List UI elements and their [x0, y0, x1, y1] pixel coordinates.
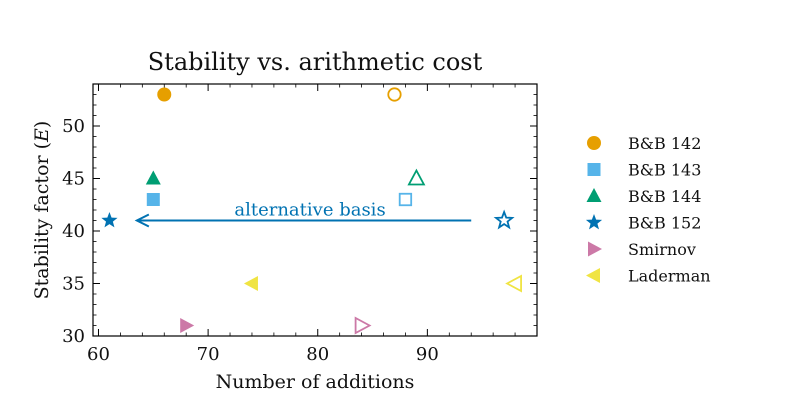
data-point — [157, 87, 172, 102]
data-point — [493, 209, 515, 230]
x-tick-label: 80 — [306, 344, 329, 365]
x-tick-label: 70 — [197, 344, 220, 365]
data-point — [398, 192, 413, 207]
legend-marker — [587, 136, 601, 150]
annotation-arrow-head — [134, 213, 150, 228]
data-point — [101, 212, 118, 228]
legend-marker — [586, 268, 600, 283]
legend-marker — [587, 163, 601, 176]
data-point — [243, 276, 258, 291]
annotation-label: alternative basis — [234, 200, 385, 221]
legend-label: B&B 142 — [628, 134, 701, 153]
x-tick-label: 90 — [416, 344, 439, 365]
data-point — [145, 170, 161, 185]
y-tick-label: 30 — [62, 326, 85, 347]
data-point — [387, 87, 402, 102]
legend-label: Laderman — [628, 267, 711, 286]
annotation: alternative basis — [134, 200, 472, 228]
y-axis-label: Stability factor (E) — [31, 121, 53, 300]
legend-label: Smirnov — [628, 240, 696, 259]
legend-marker — [586, 188, 602, 202]
legend-label: B&B 152 — [628, 214, 701, 233]
legend: B&B 142 B&B 143 B&B 144 B&B 152 Smirnov Lader… — [585, 134, 711, 286]
data-point — [180, 318, 195, 333]
y-tick-label: 35 — [62, 274, 85, 295]
data-point — [407, 168, 426, 186]
axis-ticks: 60 70 80 90 30 35 40 45 50 — [62, 83, 538, 365]
chart-title: Stability vs. arithmetic cost — [148, 48, 483, 76]
x-axis-label: Number of additions — [216, 371, 415, 393]
y-tick-label: 50 — [62, 116, 85, 137]
x-tick-label: 60 — [87, 344, 110, 365]
data-points — [101, 87, 522, 335]
y-tick-label: 45 — [62, 169, 85, 190]
data-point — [505, 274, 522, 293]
data-point — [146, 193, 160, 206]
legend-label: B&B 144 — [628, 187, 701, 206]
legend-marker — [585, 214, 603, 230]
legend-label: B&B 143 — [628, 161, 701, 180]
legend-marker — [588, 241, 602, 257]
data-point — [354, 316, 372, 335]
y-tick-label: 40 — [62, 221, 85, 242]
